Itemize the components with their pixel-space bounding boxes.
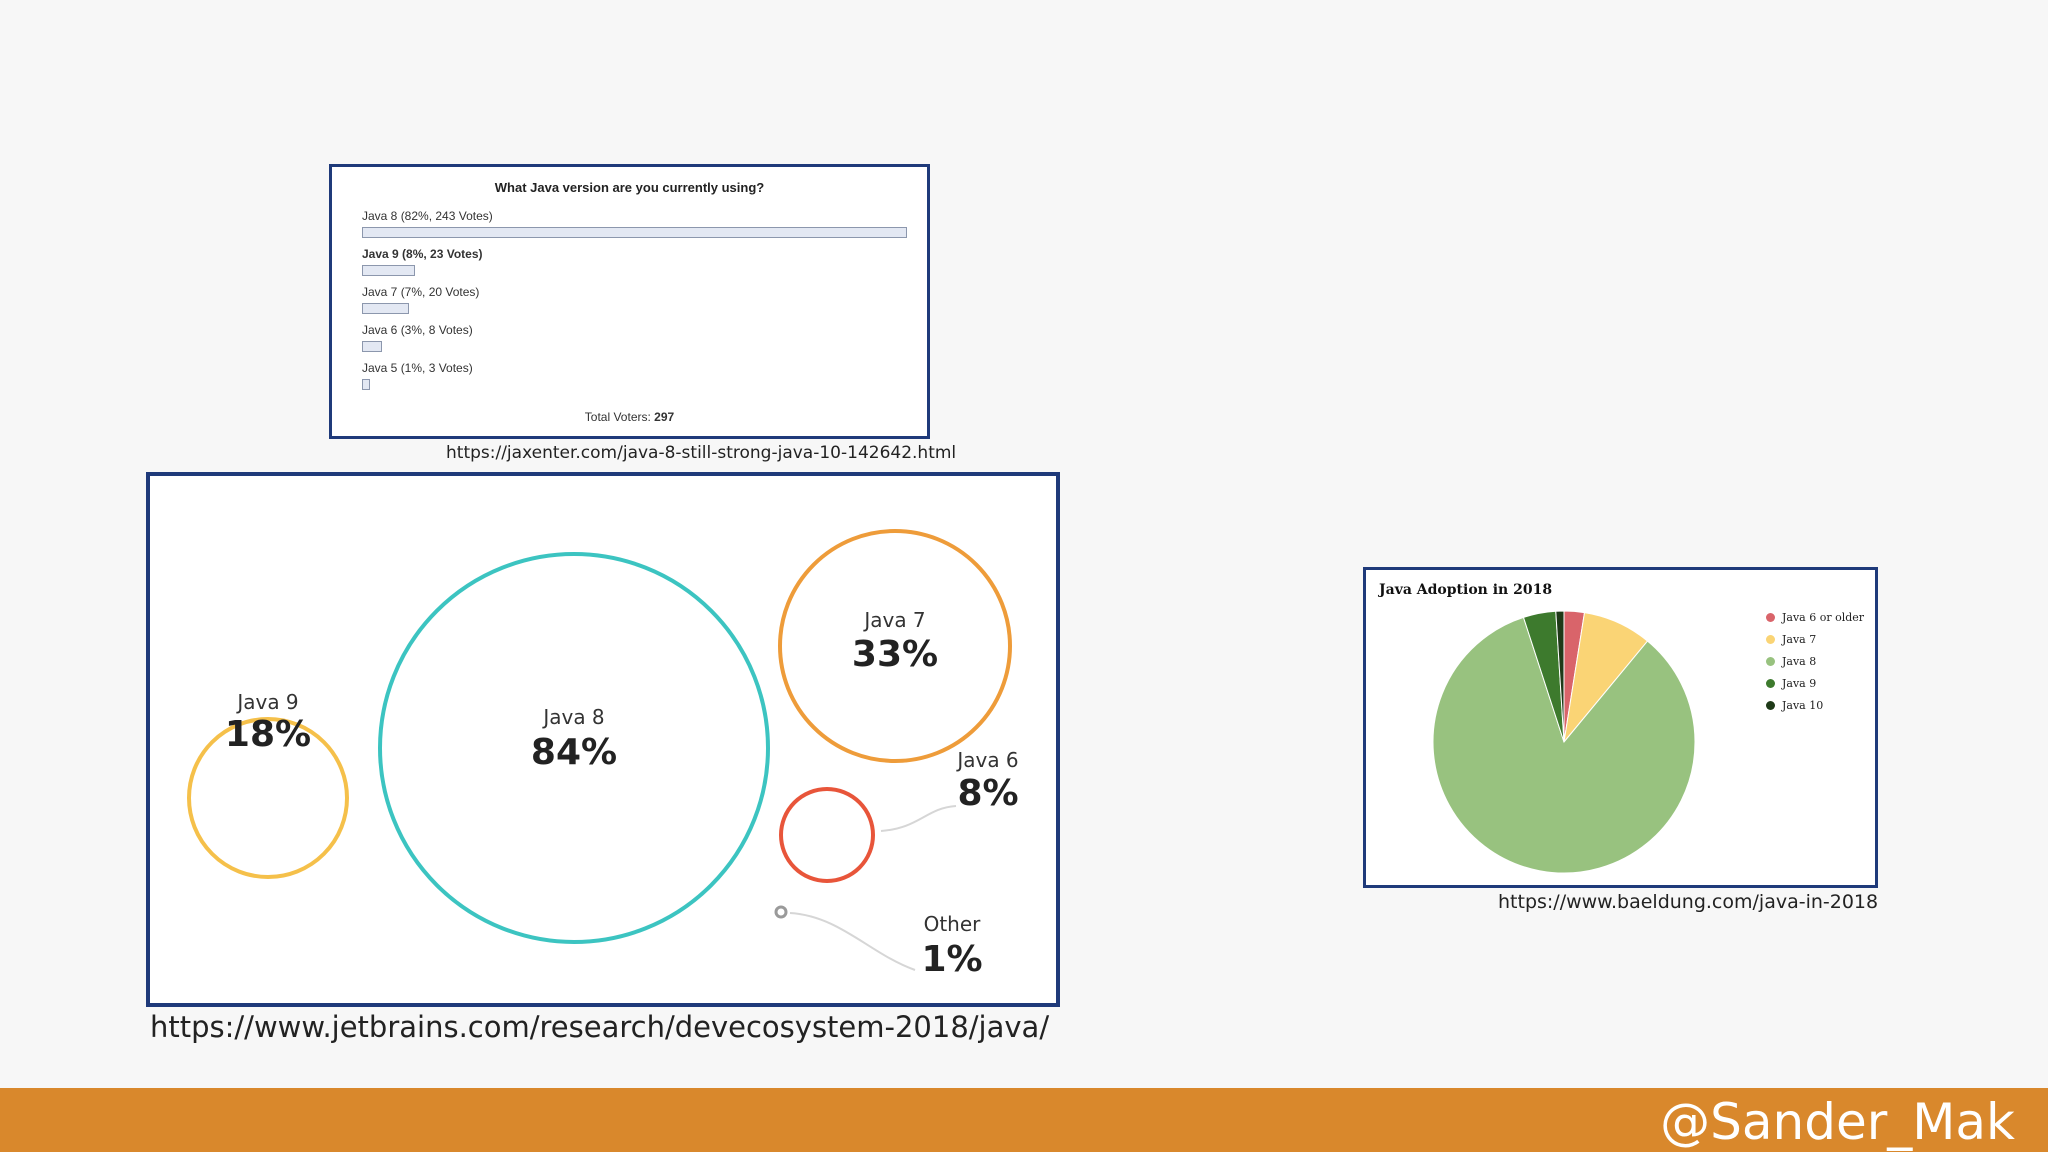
legend-label: Java 6 or older bbox=[1782, 610, 1865, 624]
poll-option-label: Java 9 (8%, 23 Votes) bbox=[362, 247, 483, 261]
bubble-name-label: Java 9 bbox=[235, 690, 298, 714]
poll-option-label: Java 8 (82%, 243 Votes) bbox=[362, 209, 493, 223]
poll-source-link[interactable]: https://jaxenter.com/java-8-still-strong… bbox=[446, 443, 957, 463]
bubble-value-label: 84% bbox=[531, 732, 617, 773]
poll-total-label: Total Voters: bbox=[584, 410, 651, 424]
pie-title: Java Adoption in 2018 bbox=[1379, 582, 1553, 598]
poll-row: Java 6 (3%, 8 Votes) bbox=[362, 322, 907, 360]
pie-slice-java-8 bbox=[1432, 616, 1696, 874]
legend-swatch bbox=[1766, 634, 1775, 644]
pie-source-link[interactable]: https://www.baeldung.com/java-in-2018 bbox=[1498, 891, 1879, 913]
poll-row: Java 9 (8%, 23 Votes) bbox=[362, 246, 907, 284]
pie-legend-item: Java 7 bbox=[1766, 628, 1864, 650]
bubble-other bbox=[774, 905, 788, 919]
java-adoption-pie-chart: Java Adoption in 2018 Java 6 or older Jav… bbox=[1363, 567, 1878, 888]
java-version-poll-chart: What Java version are you currently usin… bbox=[329, 164, 930, 439]
bubble-value-label: 8% bbox=[957, 773, 1018, 814]
pie-legend-item: Java 10 bbox=[1766, 694, 1864, 716]
bubble-java-7 bbox=[778, 529, 1012, 763]
legend-swatch bbox=[1766, 656, 1775, 666]
legend-label: Java 10 bbox=[1782, 698, 1824, 712]
footer-bar: @Sander_Mak bbox=[0, 1088, 2048, 1152]
bubble-name-label: Other bbox=[924, 912, 982, 936]
bubble-name-label: Java 6 bbox=[955, 748, 1018, 772]
bubble-value-label: 18% bbox=[225, 714, 311, 755]
twitter-handle: @Sander_Mak bbox=[1660, 1093, 2015, 1151]
pie-svg bbox=[1432, 610, 1696, 874]
poll-total-value: 297 bbox=[654, 410, 675, 424]
pie-legend-item: Java 8 bbox=[1766, 650, 1864, 672]
poll-row: Java 8 (82%, 243 Votes) bbox=[362, 208, 907, 246]
legend-swatch bbox=[1766, 678, 1775, 688]
pie-legend-item: Java 9 bbox=[1766, 672, 1864, 694]
legend-swatch bbox=[1766, 612, 1775, 622]
jetbrains-bubble-chart: Java 9 18% Java 8 84% Java 7 33% Java 6 8% Other… bbox=[146, 472, 1060, 1007]
bubble-value-label: 1% bbox=[921, 939, 982, 980]
poll-option-label: Java 7 (7%, 20 Votes) bbox=[362, 285, 480, 299]
poll-bar bbox=[362, 341, 382, 352]
legend-label: Java 8 bbox=[1782, 654, 1817, 668]
legend-swatch bbox=[1766, 700, 1775, 710]
java6-connector-line bbox=[880, 805, 957, 832]
bubble-value-label: 33% bbox=[852, 634, 938, 675]
legend-label: Java 7 bbox=[1782, 632, 1817, 646]
bubble-java-9 bbox=[187, 717, 349, 879]
legend-label: Java 9 bbox=[1782, 676, 1817, 690]
bubble-java-6 bbox=[779, 787, 875, 883]
poll-option-label: Java 6 (3%, 8 Votes) bbox=[362, 323, 473, 337]
bubble-source-link[interactable]: https://www.jetbrains.com/research/devec… bbox=[150, 1010, 1050, 1044]
poll-options: Java 8 (82%, 243 Votes) Java 9 (8%, 23 Vo… bbox=[362, 208, 907, 398]
poll-bar bbox=[362, 379, 370, 390]
poll-row: Java 5 (1%, 3 Votes) bbox=[362, 360, 907, 398]
pie-legend-item: Java 6 or older bbox=[1766, 606, 1864, 628]
bubble-name-label: Java 8 bbox=[541, 705, 604, 729]
poll-total: Total Voters: 297 bbox=[332, 410, 927, 424]
bubble-chart-svg: Java 918% Java 8 84% Java 733% Java 68% Other… bbox=[187, 529, 1019, 980]
poll-option-label: Java 5 (1%, 3 Votes) bbox=[362, 361, 473, 375]
bubble-name-label: Java 7 bbox=[862, 608, 925, 632]
poll-row: Java 7 (7%, 20 Votes) bbox=[362, 284, 907, 322]
poll-bar bbox=[362, 303, 409, 314]
other-connector-line bbox=[789, 912, 916, 971]
pie-legend: Java 6 or older Java 7 Java 8 Java 9 Java 10 bbox=[1766, 606, 1864, 716]
bubble-java-8 bbox=[378, 552, 770, 944]
pie-slice-java-10 bbox=[1555, 610, 1565, 743]
poll-title: What Java version are you currently usin… bbox=[494, 180, 765, 195]
poll-bar bbox=[362, 227, 907, 238]
poll-bar bbox=[362, 265, 415, 276]
